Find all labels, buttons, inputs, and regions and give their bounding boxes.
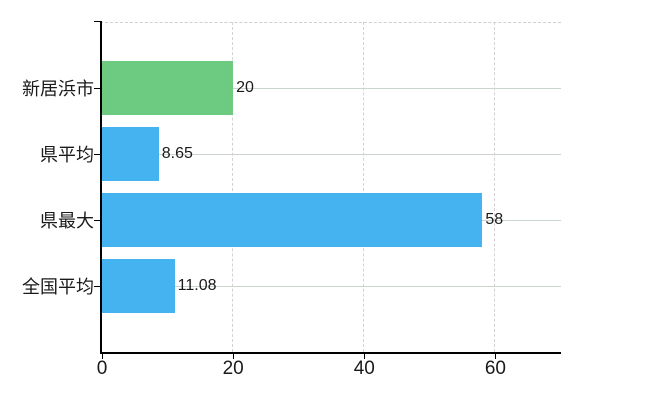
bar (102, 193, 483, 247)
bar-value-label: 58 (485, 211, 504, 228)
x-axis-tick (101, 354, 103, 359)
horizontal-gridline (102, 153, 561, 155)
bar-value-label: 8.65 (161, 145, 193, 162)
y-axis-tick (94, 88, 101, 89)
x-axis-tick-label: 40 (353, 358, 375, 379)
category-label: 全国平均 (22, 277, 94, 297)
bar (102, 61, 234, 115)
x-axis-tick-label: 20 (222, 358, 244, 379)
category-label: 新居浜市 (22, 79, 94, 99)
bar-value-label: 11.08 (177, 277, 217, 294)
y-axis-tick (94, 154, 101, 155)
y-axis-top-tick (94, 21, 101, 22)
x-axis-tick (363, 354, 365, 359)
x-axis-tick (494, 354, 496, 359)
vertical-gridline (494, 22, 496, 352)
category-label: 県最大 (40, 211, 94, 231)
y-axis-tick (94, 286, 101, 287)
x-axis-line (100, 352, 561, 354)
x-axis-tick-label: 0 (96, 358, 108, 379)
y-axis-tick (94, 220, 101, 221)
plot-top-border (100, 22, 561, 23)
y-axis-line (100, 21, 102, 354)
bar-value-label: 20 (236, 79, 254, 96)
horizontal-gridline (102, 87, 561, 89)
horizontal-gridline (102, 285, 561, 287)
vertical-gridline (232, 22, 234, 352)
vertical-gridline (363, 22, 365, 352)
x-axis-tick-label: 60 (484, 358, 506, 379)
bar (102, 259, 175, 313)
bar (102, 127, 159, 181)
category-label: 県平均 (40, 145, 94, 165)
x-axis-tick (232, 354, 234, 359)
